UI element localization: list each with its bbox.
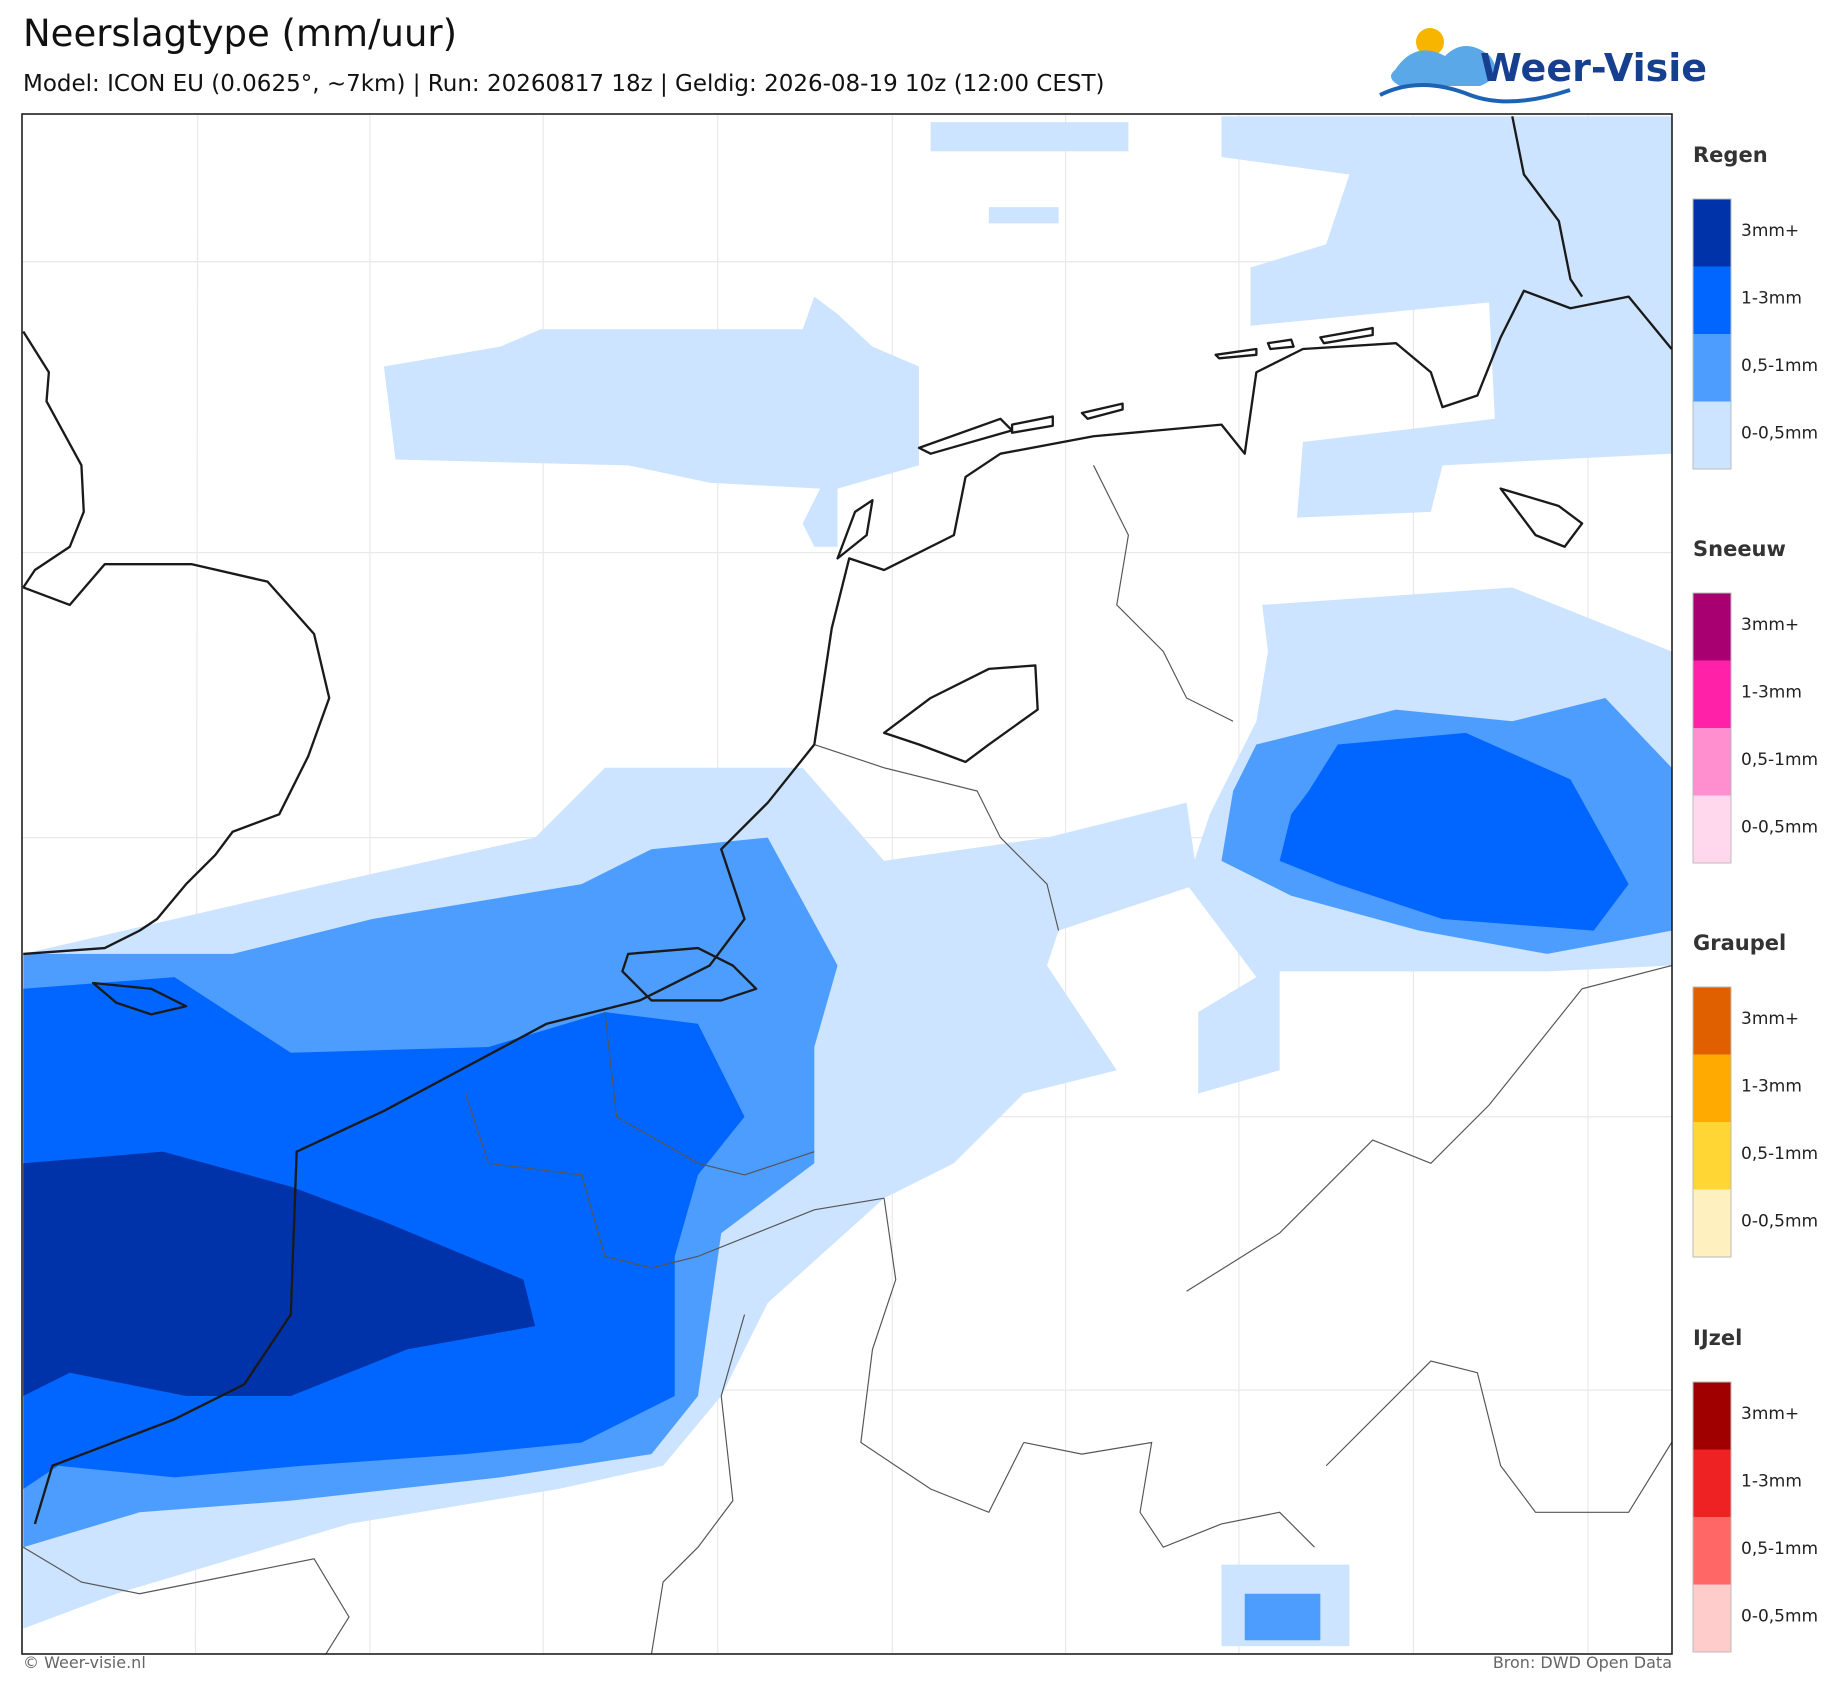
legend-label: 0,5-1mm bbox=[1741, 1539, 1818, 1559]
legend-swatch bbox=[1693, 1449, 1731, 1517]
legend-swatch bbox=[1693, 199, 1731, 267]
legend-swatch bbox=[1693, 1054, 1731, 1122]
legend-label: 0-0,5mm bbox=[1741, 1212, 1818, 1232]
map bbox=[22, 114, 1672, 1654]
legend-label: 3mm+ bbox=[1741, 1009, 1799, 1029]
legend-swatch bbox=[1693, 1189, 1731, 1257]
legend-swatch bbox=[1693, 266, 1731, 334]
legend-label: 1-3mm bbox=[1741, 1472, 1802, 1492]
logo-text: Weer-Visie bbox=[1480, 46, 1707, 90]
legend-swatch bbox=[1693, 334, 1731, 402]
legend-title: IJzel bbox=[1693, 1326, 1742, 1350]
rain-area bbox=[988, 207, 1059, 224]
legend-swatch bbox=[1693, 1122, 1731, 1190]
legend-label: 0,5-1mm bbox=[1741, 1144, 1818, 1164]
legend-title: Sneeuw bbox=[1693, 537, 1786, 561]
map-frame bbox=[21, 113, 1673, 1655]
title: Neerslagtype (mm/uur) bbox=[23, 12, 457, 55]
subtitle: Model: ICON EU (0.0625°, ~7km) | Run: 20… bbox=[23, 71, 1104, 97]
legend-swatch bbox=[1693, 987, 1731, 1055]
legend-label: 3mm+ bbox=[1741, 221, 1799, 241]
legend-label: 0-0,5mm bbox=[1741, 424, 1818, 444]
legend-swatch bbox=[1693, 1584, 1731, 1652]
legend-outline bbox=[1692, 592, 1732, 864]
legend-swatch bbox=[1693, 1517, 1731, 1585]
precipitation bbox=[23, 116, 1672, 1647]
logo: Weer-Visie bbox=[1379, 28, 1707, 104]
coastlines bbox=[22, 116, 1672, 1525]
legend-title: Regen bbox=[1693, 143, 1768, 167]
legend-label: 3mm+ bbox=[1741, 1404, 1799, 1424]
legend-label: 1-3mm bbox=[1741, 289, 1802, 309]
rain-area bbox=[383, 296, 920, 547]
legend-label: 1-3mm bbox=[1741, 683, 1802, 703]
legend-swatch bbox=[1693, 795, 1731, 863]
rain-area bbox=[930, 122, 1129, 152]
legend-swatch bbox=[1693, 401, 1731, 469]
legend-outline bbox=[1692, 986, 1732, 1258]
footer-credit: © Weer-visie.nl bbox=[23, 1653, 146, 1672]
footer-source: Bron: DWD Open Data bbox=[1493, 1653, 1672, 1672]
legend-swatch bbox=[1693, 728, 1731, 796]
rain-area bbox=[23, 1151, 536, 1396]
legend-label: 0-0,5mm bbox=[1741, 818, 1818, 838]
legend-label: 3mm+ bbox=[1741, 615, 1799, 635]
rain-area bbox=[1221, 116, 1672, 518]
legend-swatch bbox=[1693, 660, 1731, 728]
rain-area bbox=[1244, 1593, 1321, 1641]
rain-area bbox=[1279, 732, 1629, 931]
legend-swatch bbox=[1693, 593, 1731, 661]
legend-outline bbox=[1692, 198, 1732, 470]
legend-outline bbox=[1692, 1381, 1732, 1653]
legend-title: Graupel bbox=[1693, 931, 1786, 955]
legend: Regen 3mm+ 1-3mm 0,5-1mm 0-0,5mm Sneeuw 3mm+ 1-… bbox=[1692, 143, 1818, 1653]
legend-label: 0-0,5mm bbox=[1741, 1607, 1818, 1627]
legend-swatch bbox=[1693, 1382, 1731, 1450]
legend-label: 0,5-1mm bbox=[1741, 750, 1818, 770]
legend-label: 1-3mm bbox=[1741, 1077, 1802, 1097]
borders bbox=[22, 465, 1672, 1654]
legend-label: 0,5-1mm bbox=[1741, 356, 1818, 376]
